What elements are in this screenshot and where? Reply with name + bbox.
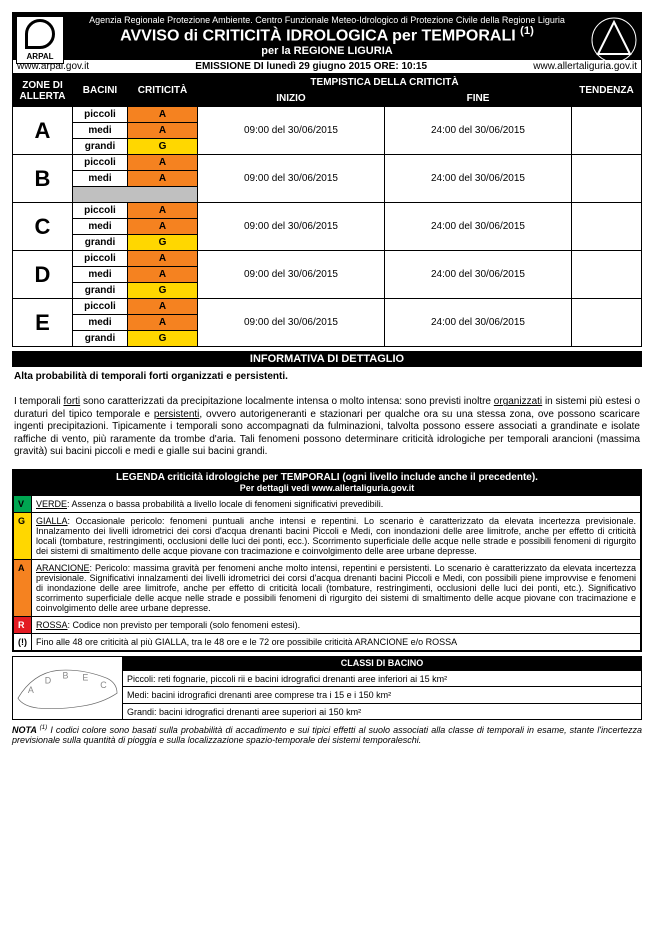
- classi-row: Medi: bacini idrografici drenanti aree c…: [123, 687, 641, 703]
- legend-row: GGIALLA: Occasionale pericolo: fenomeni …: [14, 512, 641, 559]
- legend-text: GIALLA: Occasionale pericolo: fenomeni p…: [32, 512, 641, 559]
- logo-protezione-civile: [590, 16, 638, 64]
- table-row: A piccoli A 09:00 del 30/06/2015 24:00 d…: [13, 107, 642, 123]
- col-fine: FINE: [385, 91, 572, 107]
- emission-date: EMISSIONE DI lunedì 29 giugno 2015 ORE: …: [195, 61, 427, 72]
- col-crit: CRITICITÀ: [128, 75, 198, 107]
- logo-arpal: ARPAL: [16, 16, 64, 64]
- zone-label: C: [13, 203, 73, 251]
- classi-heading: CLASSI DI BACINO: [123, 657, 641, 671]
- col-bacini: BACINI: [73, 75, 128, 107]
- svg-text:B: B: [63, 670, 69, 680]
- legend-text: ARANCIONE: Pericolo: massima gravità per…: [32, 559, 641, 616]
- legend-code: R: [14, 616, 32, 633]
- liguria-map-icon: A D B E C: [13, 657, 123, 719]
- col-tempistica: TEMPISTICA DELLA CRITICITÀ: [198, 75, 572, 91]
- legend-row: AARANCIONE: Pericolo: massima gravità pe…: [14, 559, 641, 616]
- svg-text:D: D: [45, 675, 51, 685]
- svg-text:A: A: [28, 685, 34, 695]
- header-subtitle: per la REGIONE LIGURIA: [68, 45, 586, 57]
- legend-row: VVERDE: Assenza o bassa probabilità a li…: [14, 495, 641, 512]
- header: ARPAL Agenzia Regionale Protezione Ambie…: [12, 12, 642, 60]
- legend-text: Fino alle 48 ore criticità al più GIALLA…: [32, 633, 641, 650]
- legend-row: RROSSA: Codice non previsto per temporal…: [14, 616, 641, 633]
- footnote: NOTA (1) I codici colore sono basati sul…: [12, 724, 642, 745]
- criticita-table: ZONE DI ALLERTA BACINI CRITICITÀ TEMPIST…: [12, 74, 642, 347]
- legend-code: G: [14, 512, 32, 559]
- header-agency: Agenzia Regionale Protezione Ambiente. C…: [68, 15, 586, 25]
- svg-text:C: C: [100, 680, 107, 690]
- legend-sub: Per dettagli vedi www.allertaliguria.gov…: [15, 483, 639, 493]
- legend: LEGENDA criticità idrologiche per TEMPOR…: [12, 469, 642, 652]
- col-tendenza: TENDENZA: [572, 75, 642, 107]
- zone-label: A: [13, 107, 73, 155]
- legend-text: ROSSA: Codice non previsto per temporali…: [32, 616, 641, 633]
- info-heading: INFORMATIVA DI DETTAGLIO: [12, 351, 642, 367]
- col-inizio: INIZIO: [198, 91, 385, 107]
- classi-bacino: A D B E C CLASSI DI BACINO Piccoli: reti…: [12, 656, 642, 720]
- svg-text:E: E: [82, 672, 88, 682]
- table-row: C piccoli A 09:00 del 30/06/2015 24:00 d…: [13, 203, 642, 219]
- legend-text: VERDE: Assenza o bassa probabilità a liv…: [32, 495, 641, 512]
- table-row: E piccoli A 09:00 del 30/06/2015 24:00 d…: [13, 299, 642, 315]
- col-zone: ZONE DI ALLERTA: [13, 75, 73, 107]
- legend-row: (!)Fino alle 48 ore criticità al più GIA…: [14, 633, 641, 650]
- info-body: Alta probabilità di temporali forti orga…: [12, 367, 642, 463]
- zone-label: D: [13, 251, 73, 299]
- legend-heading: LEGENDA criticità idrologiche per TEMPOR…: [116, 472, 538, 483]
- legend-code: (!): [14, 633, 32, 650]
- zone-label: B: [13, 155, 73, 203]
- legend-code: A: [14, 559, 32, 616]
- classi-row: Grandi: bacini idrografici drenanti aree…: [123, 703, 641, 719]
- classi-row: Piccoli: reti fognarie, piccoli rii e ba…: [123, 671, 641, 687]
- header-title: AVVISO di CRITICITÀ IDROLOGICA per TEMPO…: [68, 25, 586, 45]
- header-info-row: www.arpal.gov.it EMISSIONE DI lunedì 29 …: [12, 60, 642, 74]
- table-row: B piccoli A 09:00 del 30/06/2015 24:00 d…: [13, 155, 642, 171]
- table-row: D piccoli A 09:00 del 30/06/2015 24:00 d…: [13, 251, 642, 267]
- legend-code: V: [14, 495, 32, 512]
- zone-label: E: [13, 299, 73, 347]
